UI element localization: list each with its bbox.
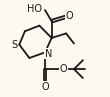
Text: HO: HO [27,4,42,14]
Text: N: N [45,48,52,58]
Text: O: O [60,64,67,74]
Text: O: O [41,82,49,92]
Text: O: O [65,11,73,21]
Text: S: S [12,40,18,50]
